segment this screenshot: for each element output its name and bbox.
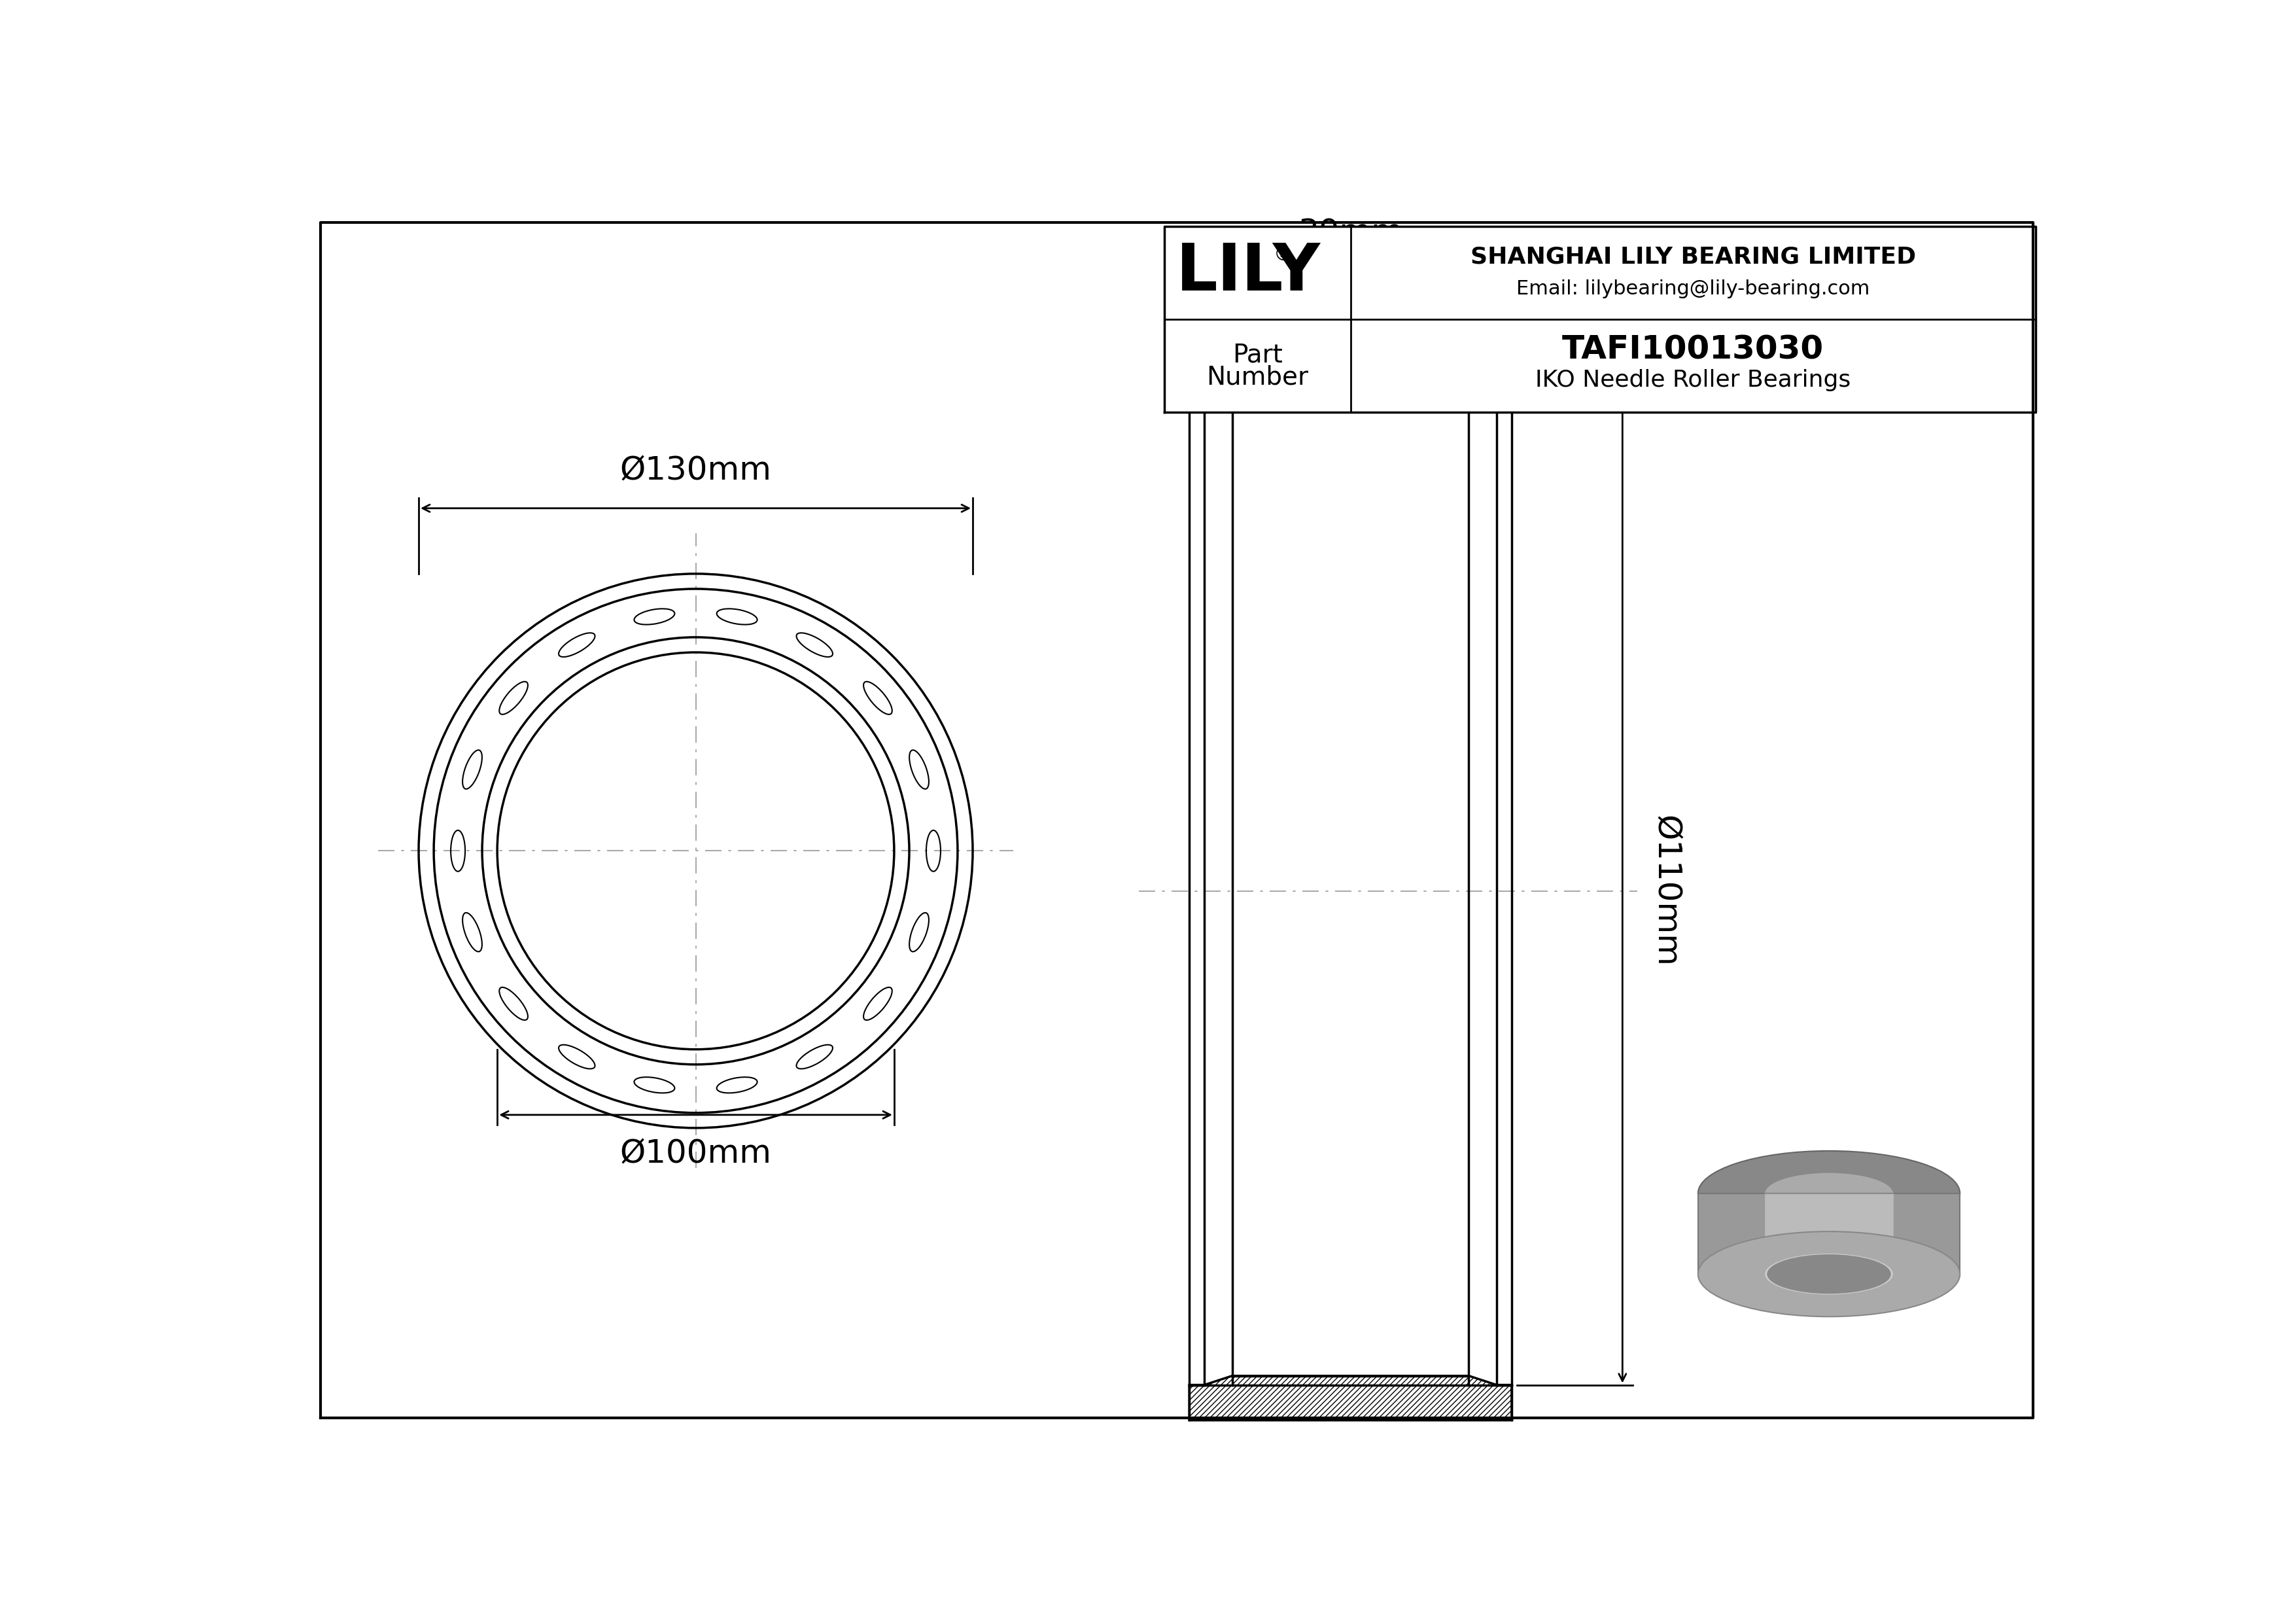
Text: Number: Number bbox=[1205, 364, 1309, 390]
Text: SHANGHAI LILY BEARING LIMITED: SHANGHAI LILY BEARING LIMITED bbox=[1469, 245, 1915, 268]
Ellipse shape bbox=[1766, 1254, 1894, 1294]
Polygon shape bbox=[1189, 1376, 1511, 1419]
Bar bbox=[1699, 1194, 1961, 1275]
Ellipse shape bbox=[1699, 1151, 1961, 1236]
Text: Email: lilybearing@lily-bearing.com: Email: lilybearing@lily-bearing.com bbox=[1515, 279, 1869, 299]
Text: 30mm: 30mm bbox=[1297, 218, 1403, 248]
Text: Part: Part bbox=[1233, 343, 1283, 367]
Text: LILY: LILY bbox=[1176, 240, 1320, 304]
Ellipse shape bbox=[1699, 1231, 1961, 1317]
Ellipse shape bbox=[1766, 1173, 1894, 1215]
Bar bbox=[1164, 226, 2037, 412]
Text: Ø100mm: Ø100mm bbox=[620, 1137, 771, 1169]
Text: Ø110mm: Ø110mm bbox=[1651, 815, 1681, 966]
Circle shape bbox=[418, 573, 974, 1129]
Text: ®: ® bbox=[1274, 245, 1293, 265]
Polygon shape bbox=[1189, 362, 1511, 406]
Text: Ø130mm: Ø130mm bbox=[620, 455, 771, 486]
Bar bbox=[1185, 357, 1518, 1426]
Text: IKO Needle Roller Bearings: IKO Needle Roller Bearings bbox=[1536, 369, 1851, 391]
Bar bbox=[1766, 1194, 1894, 1275]
Text: TAFI10013030: TAFI10013030 bbox=[1561, 335, 1823, 365]
Ellipse shape bbox=[1768, 1254, 1892, 1294]
